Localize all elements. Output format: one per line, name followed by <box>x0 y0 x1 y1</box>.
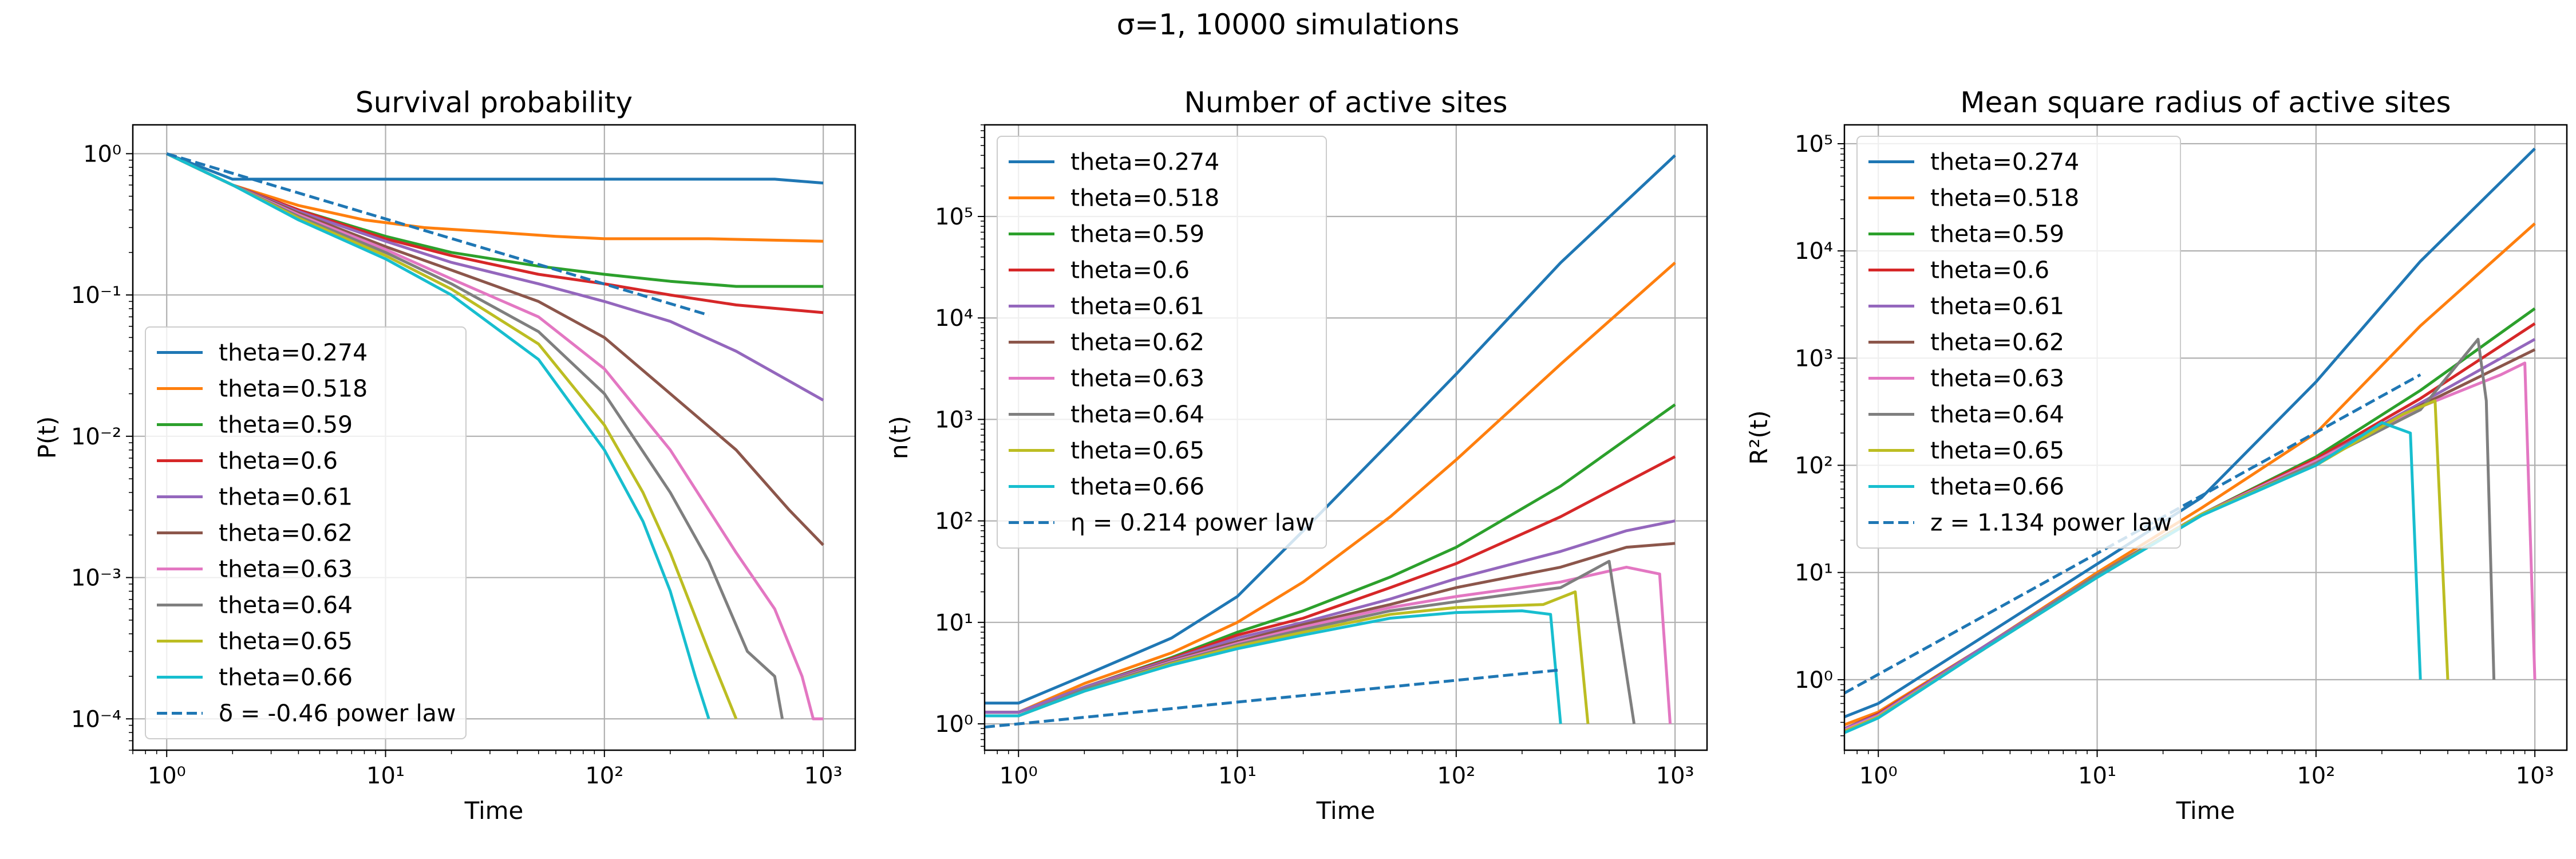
series-line-theta-0-274 <box>166 152 824 185</box>
legend-label-theta-0-59: theta=0.59 <box>1070 220 1204 248</box>
y-tick-label: 10⁻¹ <box>71 282 121 309</box>
axes-frame <box>983 124 1708 751</box>
y-tick-label: 10⁰ <box>83 141 121 167</box>
series-line-0-46-power-law <box>166 152 709 317</box>
y-tick-label: 10³ <box>1795 345 1833 372</box>
y-tick-label: 10¹ <box>935 610 973 636</box>
series-line-0-214-power-law <box>985 668 1561 729</box>
chart-title: Survival probability <box>355 86 633 119</box>
axes-frame <box>1843 124 2568 751</box>
legend-label-theta-0-274: theta=0.274 <box>219 339 368 367</box>
x-tick-label: 10³ <box>1656 763 1694 789</box>
series-line-theta-0-518 <box>166 152 824 243</box>
legend: theta=0.274 theta=0.518 theta=0.59 theta=0.… <box>1856 136 2181 549</box>
legend-label-theta-0-6: theta=0.6 <box>1930 257 2049 284</box>
legend: theta=0.274 theta=0.518 theta=0.59 theta=0.… <box>997 136 1327 549</box>
figure-title: σ=1, 10000 simulations <box>1116 8 1460 41</box>
legend-label-theta-0-63: theta=0.63 <box>1930 365 2064 392</box>
x-tick-label: 10² <box>2297 763 2335 789</box>
y-tick-label: 10⁵ <box>935 204 973 230</box>
legend-label-theta-0-59: theta=0.59 <box>1930 220 2064 248</box>
legend-label-theta-0-6: theta=0.6 <box>1070 257 1190 284</box>
x-tick-label: 10³ <box>804 763 843 789</box>
plot-area <box>985 154 1676 729</box>
legend-label-theta-0-61: theta=0.61 <box>219 483 353 511</box>
y-axis-label: P(t) <box>33 416 61 459</box>
y-tick-label: 10⁻⁴ <box>71 706 121 732</box>
legend-box <box>1856 136 2181 549</box>
legend-label-theta-0-518: theta=0.518 <box>1930 184 2079 212</box>
legend-label-theta-0-65: theta=0.65 <box>219 628 353 655</box>
y-tick-label: 10² <box>935 509 973 535</box>
y-tick-label: 10¹ <box>1795 560 1833 586</box>
y-tick-label: 10⁰ <box>1795 667 1833 693</box>
x-axis-label: Time <box>1316 797 1376 825</box>
y-tick-label: 10⁻² <box>71 424 121 450</box>
x-tick-label: 10² <box>1437 763 1475 789</box>
legend-label-0-46-power-law: δ = -0.46 power law <box>219 700 456 727</box>
series-line-theta-0-63 <box>166 152 824 720</box>
chart-title: Number of active sites <box>1184 86 1507 119</box>
y-tick-label: 10⁻³ <box>71 565 121 592</box>
y-tick-label: 10³ <box>935 407 973 433</box>
legend-label-theta-0-66: theta=0.66 <box>1930 473 2064 501</box>
series-line-theta-0-61 <box>985 519 1676 714</box>
legend-label-theta-0-66: theta=0.66 <box>1070 473 1204 501</box>
axes-frame <box>132 124 856 751</box>
legend-label-theta-0-66: theta=0.66 <box>219 664 353 691</box>
legend-label-theta-0-64: theta=0.64 <box>1070 401 1204 428</box>
legend-label-theta-0-61: theta=0.61 <box>1930 293 2064 320</box>
chart-title: Mean square radius of active sites <box>1960 86 2451 119</box>
x-tick-label: 10⁰ <box>999 763 1038 789</box>
x-tick-label: 10⁰ <box>148 763 186 789</box>
y-tick-label: 10⁴ <box>935 305 973 332</box>
series-line-theta-0-66 <box>166 152 710 720</box>
legend-label-theta-0-274: theta=0.274 <box>1070 148 1219 176</box>
legend-label-theta-0-63: theta=0.63 <box>219 555 353 583</box>
legend-label-theta-0-64: theta=0.64 <box>1930 401 2064 428</box>
legend: theta=0.274 theta=0.518 theta=0.59 theta=0.… <box>145 326 467 739</box>
x-tick-label: 10¹ <box>2078 763 2116 789</box>
series-line-theta-0-66 <box>985 609 1562 724</box>
legend-label-0-214-power-law: η = 0.214 power law <box>1070 509 1315 537</box>
legend-label-theta-0-65: theta=0.65 <box>1070 437 1204 464</box>
x-tick-label: 10² <box>585 763 623 789</box>
y-tick-label: 10⁴ <box>1795 238 1833 265</box>
series-line-theta-0-66 <box>1844 421 2422 734</box>
legend-label-theta-0-62: theta=0.62 <box>219 519 353 547</box>
legend-label-theta-0-62: theta=0.62 <box>1070 329 1204 356</box>
legend-label-theta-0-62: theta=0.62 <box>1930 329 2064 356</box>
legend-label-theta-0-59: theta=0.59 <box>219 411 353 439</box>
legend-label-theta-0-518: theta=0.518 <box>1070 184 1219 212</box>
legend-box <box>997 136 1327 549</box>
legend-label-theta-0-6: theta=0.6 <box>219 447 338 475</box>
legend-label-theta-0-63: theta=0.63 <box>1070 365 1204 392</box>
series-line-theta-0-518 <box>985 261 1676 714</box>
y-tick-label: 10⁰ <box>935 711 973 738</box>
x-axis-label: Time <box>464 797 524 825</box>
legend-label-z-1-134-power-law: z = 1.134 power law <box>1930 509 2172 537</box>
x-tick-label: 10¹ <box>366 763 405 789</box>
x-axis-label: Time <box>2176 797 2235 825</box>
series-line-theta-0-274 <box>985 154 1676 705</box>
x-tick-label: 10⁰ <box>1859 763 1898 789</box>
y-tick-label: 10⁵ <box>1795 131 1833 157</box>
legend-box <box>145 326 467 739</box>
y-axis-label: n(t) <box>885 416 913 459</box>
x-tick-label: 10¹ <box>1218 763 1257 789</box>
legend-label-theta-0-64: theta=0.64 <box>219 592 353 619</box>
y-tick-label: 10² <box>1795 453 1833 479</box>
x-tick-label: 10³ <box>2516 763 2554 789</box>
legend-label-theta-0-65: theta=0.65 <box>1930 437 2064 464</box>
plot-area <box>166 152 824 720</box>
legend-label-theta-0-274: theta=0.274 <box>1930 148 2079 176</box>
y-axis-label: R²(t) <box>1745 410 1773 464</box>
legend-label-theta-0-61: theta=0.61 <box>1070 293 1204 320</box>
legend-label-theta-0-518: theta=0.518 <box>219 375 368 403</box>
